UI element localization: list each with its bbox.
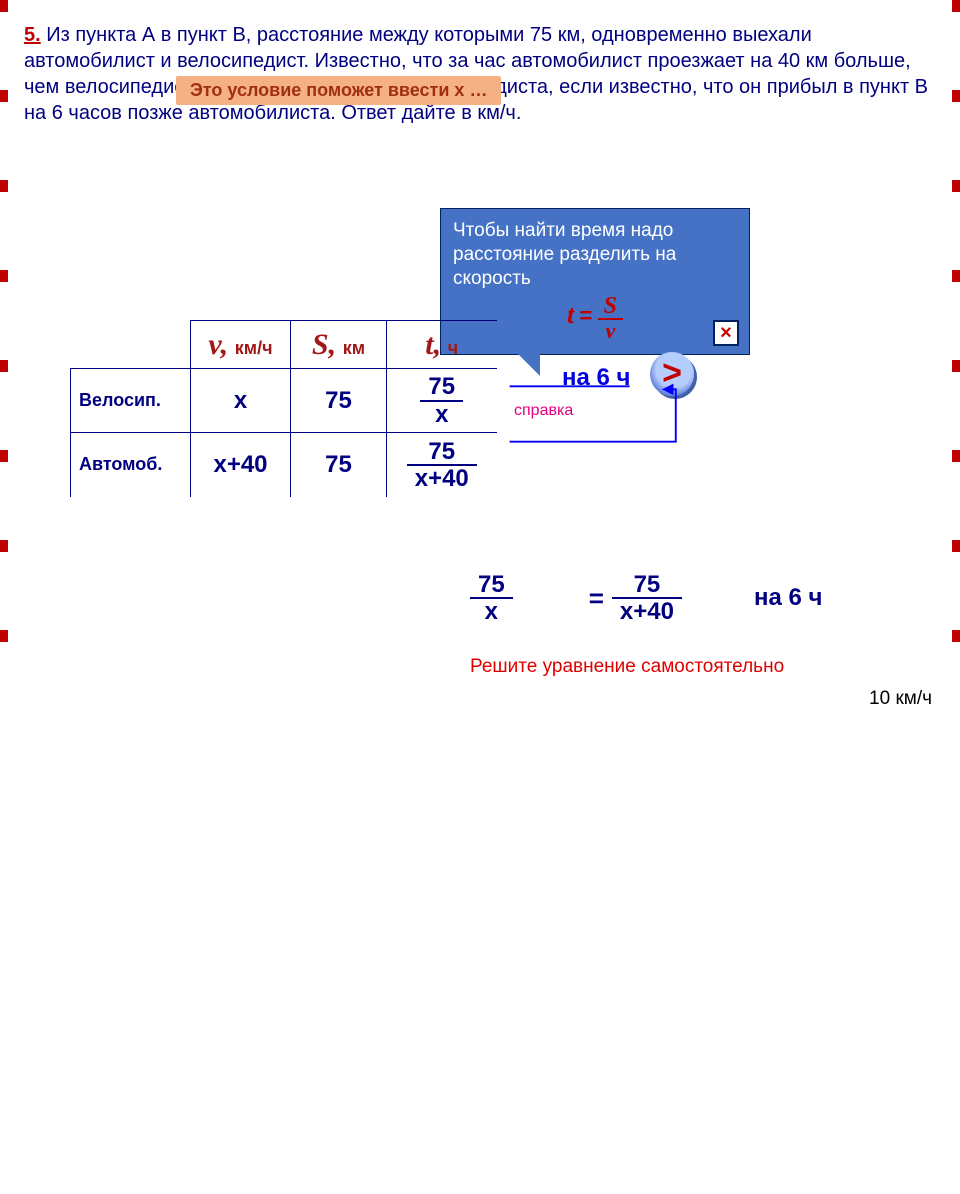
- eq-tail: на 6 ч: [754, 584, 822, 612]
- greater-icon: >: [650, 352, 694, 396]
- table-row: Велосип. x 75 75x: [71, 369, 497, 433]
- solve-instruction: Решите уравнение самостоятельно: [470, 656, 784, 678]
- comparison-label: на 6 ч: [562, 364, 630, 392]
- hdr-blank: [71, 321, 191, 369]
- speech-tail: [506, 342, 540, 376]
- eq-op: =: [589, 583, 604, 614]
- table-row: Автомоб. x+40 75 75x+40: [71, 433, 497, 497]
- cell-s: 75: [291, 433, 387, 497]
- hdr-t: t, ч: [387, 321, 497, 369]
- hint-box: Это условие поможет ввести х …: [176, 76, 501, 105]
- equation: 75x > = 75x+40 на 6 ч: [470, 572, 822, 624]
- formula-den: v: [598, 320, 623, 342]
- formula-eq: =: [580, 303, 593, 328]
- cell-t: 75x+40: [387, 433, 497, 497]
- formula-lhs: t: [567, 300, 574, 329]
- cell-t: 75x: [387, 369, 497, 433]
- close-icon[interactable]: ×: [713, 320, 739, 346]
- spravka-label[interactable]: справка: [514, 402, 573, 420]
- answer-text: 10 км/ч: [869, 688, 932, 710]
- problem-number: 5.: [24, 24, 41, 46]
- hdr-s: S, км: [291, 321, 387, 369]
- row-label: Автомоб.: [71, 433, 191, 497]
- problem-body: Из пункта А в пункт В, расстояние между …: [24, 24, 928, 124]
- cell-s: 75: [291, 369, 387, 433]
- row-label: Велосип.: [71, 369, 191, 433]
- data-table: v, км/ч S, км t, ч Велосип. x 75 75x Авт…: [70, 320, 497, 497]
- cell-v: x: [191, 369, 291, 433]
- speech-text: Чтобы найти время надо расстояние раздел…: [453, 220, 676, 289]
- hdr-v: v, км/ч: [191, 321, 291, 369]
- formula-num: S: [598, 294, 623, 320]
- cell-v: x+40: [191, 433, 291, 497]
- problem-text: 5. Из пункта А в пункт В, расстояние меж…: [24, 22, 948, 126]
